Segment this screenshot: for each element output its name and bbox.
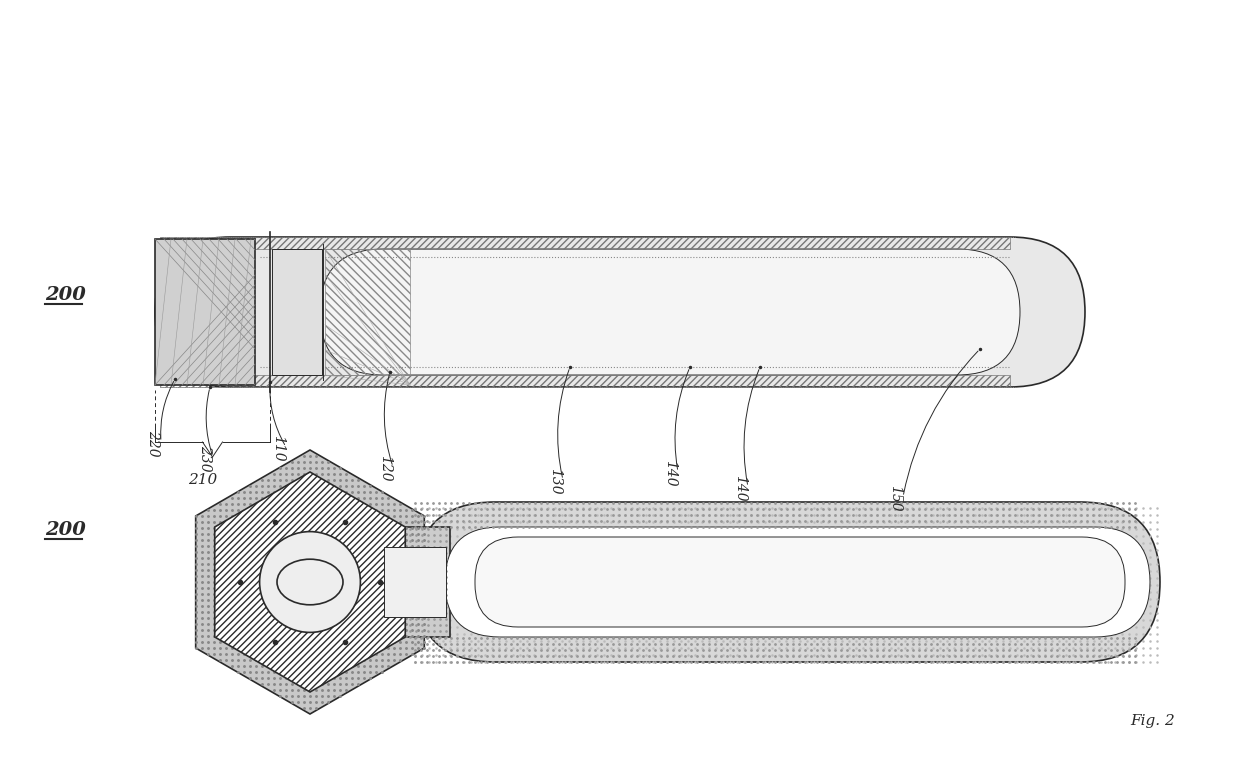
Text: 120: 120 xyxy=(378,456,392,482)
Text: 110: 110 xyxy=(271,436,285,462)
Bar xyxy=(155,239,255,385)
Text: 200: 200 xyxy=(45,521,85,539)
FancyBboxPatch shape xyxy=(155,237,1085,387)
FancyBboxPatch shape xyxy=(320,249,1020,375)
Text: 230: 230 xyxy=(198,446,212,472)
Circle shape xyxy=(260,532,361,633)
Text: Fig. 2: Fig. 2 xyxy=(1130,714,1175,728)
Text: 210: 210 xyxy=(188,473,217,487)
Text: 150: 150 xyxy=(888,486,902,512)
Text: 140: 140 xyxy=(733,476,747,502)
Text: 130: 130 xyxy=(548,469,563,495)
FancyBboxPatch shape xyxy=(445,527,1150,637)
Bar xyxy=(160,237,1010,249)
Text: 220: 220 xyxy=(146,430,160,457)
Polygon shape xyxy=(196,450,424,714)
FancyBboxPatch shape xyxy=(475,537,1125,627)
FancyBboxPatch shape xyxy=(415,502,1160,662)
Bar xyxy=(273,249,322,375)
Bar xyxy=(160,375,1010,387)
Bar xyxy=(325,249,410,375)
Bar xyxy=(384,547,446,617)
Text: 140: 140 xyxy=(663,460,676,487)
Text: 200: 200 xyxy=(45,286,85,304)
Polygon shape xyxy=(214,472,405,692)
Bar xyxy=(380,527,450,637)
